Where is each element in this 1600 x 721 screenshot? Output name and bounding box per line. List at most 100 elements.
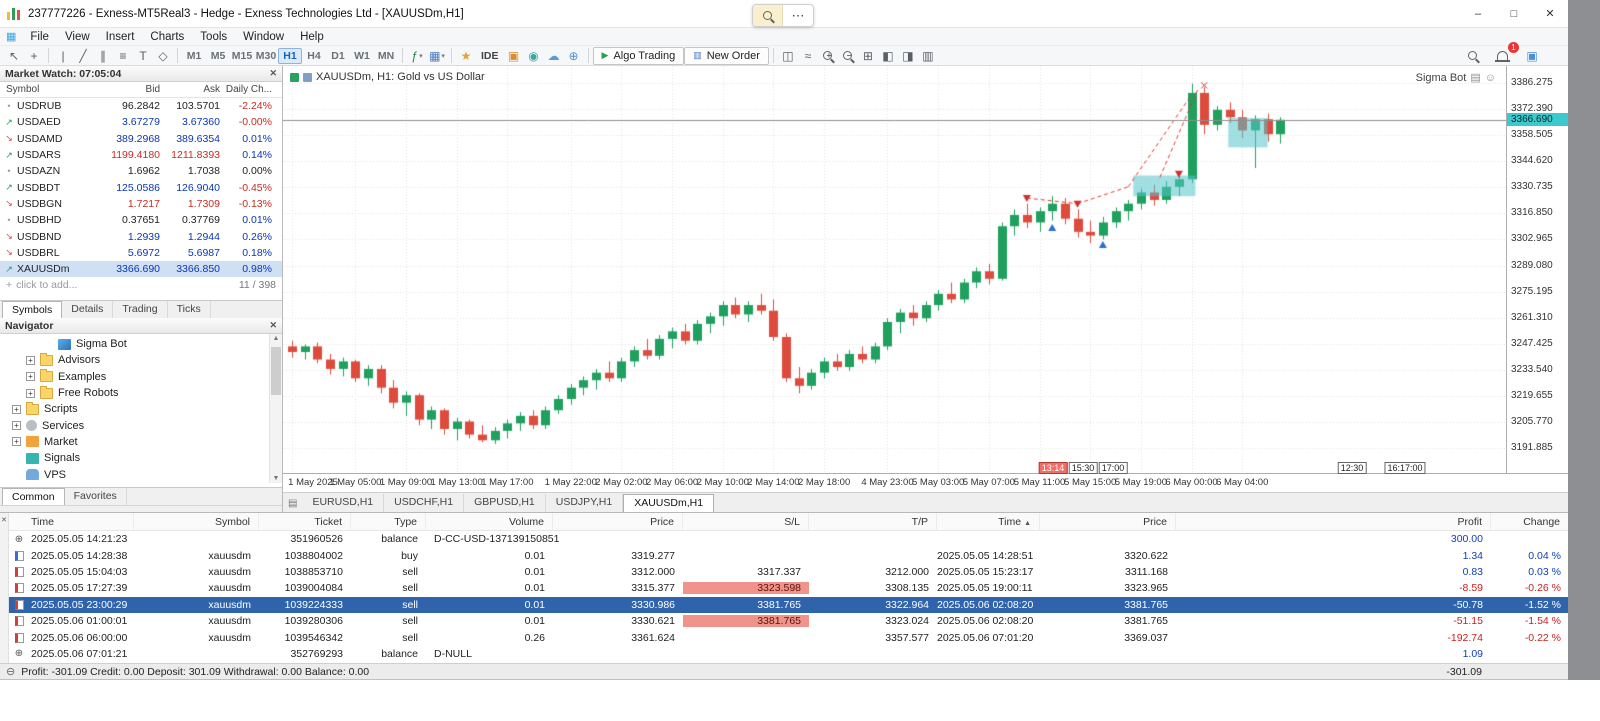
chart-tab-usdjpy-h1[interactable]: USDJPY,H1 bbox=[546, 494, 624, 512]
market-watch-row[interactable]: ↗ USDBDT 125.0586 126.9040 -0.45% bbox=[0, 179, 282, 195]
column-header-change-11[interactable]: Change bbox=[1491, 512, 1569, 531]
nav-item-signals[interactable]: Signals bbox=[0, 450, 282, 466]
community-button[interactable]: ⊕ bbox=[564, 47, 584, 65]
new-order-button[interactable]: ▥ New Order bbox=[684, 46, 769, 65]
expert-advisor-label[interactable]: Sigma Bot ▤ ☺ bbox=[1416, 71, 1496, 85]
menu-tools[interactable]: Tools bbox=[200, 30, 228, 43]
navigator-scrollbar[interactable]: ▲ ▼ bbox=[269, 334, 282, 483]
zoom-in-button[interactable]: + bbox=[818, 47, 838, 65]
market-watch-row[interactable]: ↘ USDBRL 5.6972 5.6987 0.18% bbox=[0, 245, 282, 261]
nav-item-examples[interactable]: + Examples bbox=[0, 369, 282, 385]
market-watch-row[interactable]: • USDBHD 0.37651 0.37769 0.01% bbox=[0, 212, 282, 228]
column-header-profit-10[interactable]: Profit bbox=[1176, 512, 1491, 531]
search-button[interactable] bbox=[1462, 47, 1482, 65]
column-header-ask[interactable]: Ask bbox=[203, 84, 220, 95]
trendline-tool[interactable]: ╱ bbox=[73, 47, 93, 65]
expand-icon[interactable]: + bbox=[26, 355, 35, 365]
market-watch-row[interactable]: ↗ XAUUSDm 3366.690 3366.850 0.98% bbox=[0, 260, 282, 278]
market-watch-add-row[interactable]: + click to add... 11 / 398 bbox=[0, 277, 282, 293]
close-button[interactable]: ✕ bbox=[1545, 8, 1555, 20]
column-header-time-0[interactable]: Time bbox=[29, 512, 134, 531]
notifications-button[interactable]: 1 bbox=[1492, 41, 1519, 65]
chart-tab-gbpusd-h1[interactable]: GBPUSD,H1 bbox=[464, 494, 546, 512]
candlestick-chart[interactable] bbox=[283, 66, 1506, 473]
tile-vertical-button[interactable]: ◧ bbox=[878, 47, 898, 65]
signals-button[interactable]: ◉ bbox=[524, 47, 544, 65]
cascade-button[interactable]: ▥ bbox=[918, 47, 938, 65]
algo-trading-button[interactable]: ▶ Algo Trading bbox=[592, 46, 685, 65]
market-watch-row[interactable]: ↗ USDAED 3.67279 3.67360 -0.00% bbox=[0, 114, 282, 130]
nav-item-free-robots[interactable]: + Free Robots bbox=[0, 385, 282, 401]
close-icon[interactable]: ✕ bbox=[269, 68, 277, 78]
ide-button[interactable]: IDE bbox=[476, 47, 504, 65]
zoom-out-button[interactable]: − bbox=[838, 47, 858, 65]
table-row[interactable]: 2025.05.05 14:28:38 xauusdm 1038804002 buy 0… bbox=[9, 547, 1568, 563]
chart-list-icon[interactable]: ▤ bbox=[288, 498, 298, 509]
market-watch-row[interactable]: ↘ USDAMD 389.2968 389.6354 0.01% bbox=[0, 131, 282, 147]
timeframe-mn[interactable]: MN bbox=[377, 49, 395, 62]
timeframe-h1[interactable]: H1 bbox=[278, 47, 302, 64]
grid-button[interactable]: ⊞ bbox=[858, 47, 878, 65]
table-row[interactable]: 2025.05.06 01:00:01 xauusdm 1039280306 sell… bbox=[9, 613, 1568, 629]
market-watch-row[interactable]: ↗ USDARS 1199.4180 1211.8393 0.14% bbox=[0, 147, 282, 163]
menu-charts[interactable]: Charts bbox=[150, 30, 185, 43]
tab-ticks[interactable]: Ticks bbox=[168, 301, 211, 318]
search-pill[interactable]: ⋯ bbox=[752, 4, 814, 27]
tab-details[interactable]: Details bbox=[62, 301, 114, 318]
maximize-button[interactable]: □ bbox=[1510, 7, 1518, 20]
table-row[interactable]: ⊕ 2025.05.06 07:01:21 352769293 balance D-NU… bbox=[9, 646, 1568, 662]
market-watch-row[interactable]: • USDAZN 1.6962 1.7038 0.00% bbox=[0, 163, 282, 179]
template-button[interactable]: ▦ ▾ bbox=[427, 47, 447, 65]
tile-horizontal-button[interactable]: ◨ bbox=[898, 47, 918, 65]
menu-help[interactable]: Help bbox=[300, 30, 324, 43]
column-header-s-l-6[interactable]: S/L bbox=[683, 512, 809, 531]
column-header-symbol-1[interactable]: Symbol bbox=[134, 512, 259, 531]
minimize-button[interactable]: – bbox=[1474, 7, 1482, 20]
chart-tab-usdchf-h1[interactable]: USDCHF,H1 bbox=[384, 494, 465, 512]
scroll-down-icon[interactable]: ▼ bbox=[272, 475, 280, 482]
column-header-type-3[interactable]: Type bbox=[351, 512, 426, 531]
nav-item-sigma-bot[interactable]: Sigma Bot bbox=[0, 336, 282, 352]
magnifier-icon[interactable] bbox=[753, 5, 783, 26]
vertical-line-tool[interactable]: | bbox=[53, 47, 73, 65]
docking-button[interactable]: ◫ bbox=[778, 47, 798, 65]
tab-symbols[interactable]: Symbols bbox=[2, 301, 63, 318]
market-button[interactable]: ▣ bbox=[504, 47, 524, 65]
timeframe-d1[interactable]: D1 bbox=[331, 49, 345, 62]
market-watch-row[interactable]: ↘ USDBGN 1.7217 1.7309 -0.13% bbox=[0, 196, 282, 212]
column-header-daily-ch[interactable]: Daily Ch... bbox=[225, 84, 272, 95]
add-symbol-label[interactable]: click to add... bbox=[16, 279, 78, 292]
column-header-time-8[interactable]: Time ▲ bbox=[937, 512, 1040, 531]
workspace-button[interactable]: ▣ bbox=[1522, 47, 1542, 65]
market-watch-row[interactable]: ↘ USDBND 1.2939 1.2944 0.26% bbox=[0, 228, 282, 244]
menu-insert[interactable]: Insert bbox=[105, 30, 135, 43]
table-row[interactable]: 2025.05.06 06:00:00 xauusdm 1039546342 sell… bbox=[9, 629, 1568, 645]
menu-window[interactable]: Window bbox=[243, 30, 285, 43]
nav-item-market[interactable]: + Market bbox=[0, 434, 282, 450]
timeframe-m5[interactable]: M5 bbox=[210, 49, 226, 62]
crosshair-tool[interactable]: + bbox=[24, 47, 44, 65]
more-icon[interactable]: ⋯ bbox=[791, 7, 805, 23]
table-row[interactable]: 2025.05.05 17:27:39 xauusdm 1039004084 sell… bbox=[9, 580, 1568, 596]
expand-icon[interactable]: + bbox=[12, 421, 21, 431]
column-header-symbol[interactable]: Symbol bbox=[6, 84, 40, 95]
text-tool[interactable]: T bbox=[133, 47, 153, 65]
scroll-up-icon[interactable]: ▲ bbox=[272, 335, 280, 342]
toolbox-close-button[interactable]: ✕ bbox=[1, 517, 7, 524]
menu-file[interactable]: File bbox=[30, 30, 49, 43]
cursor-tool[interactable]: ↖ bbox=[4, 47, 24, 65]
tick-chart-button[interactable]: ≈ bbox=[798, 47, 818, 65]
arrow-objects-tool[interactable]: ◇ bbox=[153, 47, 173, 65]
column-header-price-5[interactable]: Price bbox=[553, 512, 683, 531]
expand-icon[interactable]: + bbox=[12, 404, 21, 414]
time-axis[interactable]: 1 May 2025 1 May 05:00 1 May 09:00 1 May 13… bbox=[283, 473, 1568, 492]
timeframe-w1[interactable]: W1 bbox=[354, 49, 370, 62]
table-row[interactable]: 2025.05.05 15:04:03 xauusdm 1038853710 sell… bbox=[9, 564, 1568, 580]
equidistant-channel-tool[interactable]: ∥ bbox=[93, 47, 113, 65]
nav-item-vps[interactable]: VPS bbox=[0, 466, 282, 482]
fibonacci-tool[interactable]: ≡ bbox=[113, 47, 133, 65]
vps-button[interactable]: ☁ bbox=[544, 47, 564, 65]
price-axis[interactable]: 3386.275 3372.390 3358.505 3344.620 3330.735… bbox=[1506, 66, 1568, 473]
scrollbar-thumb[interactable] bbox=[271, 347, 281, 395]
table-row[interactable]: ⊕ 2025.05.05 14:21:23 351960526 balance D-CC… bbox=[9, 531, 1568, 547]
